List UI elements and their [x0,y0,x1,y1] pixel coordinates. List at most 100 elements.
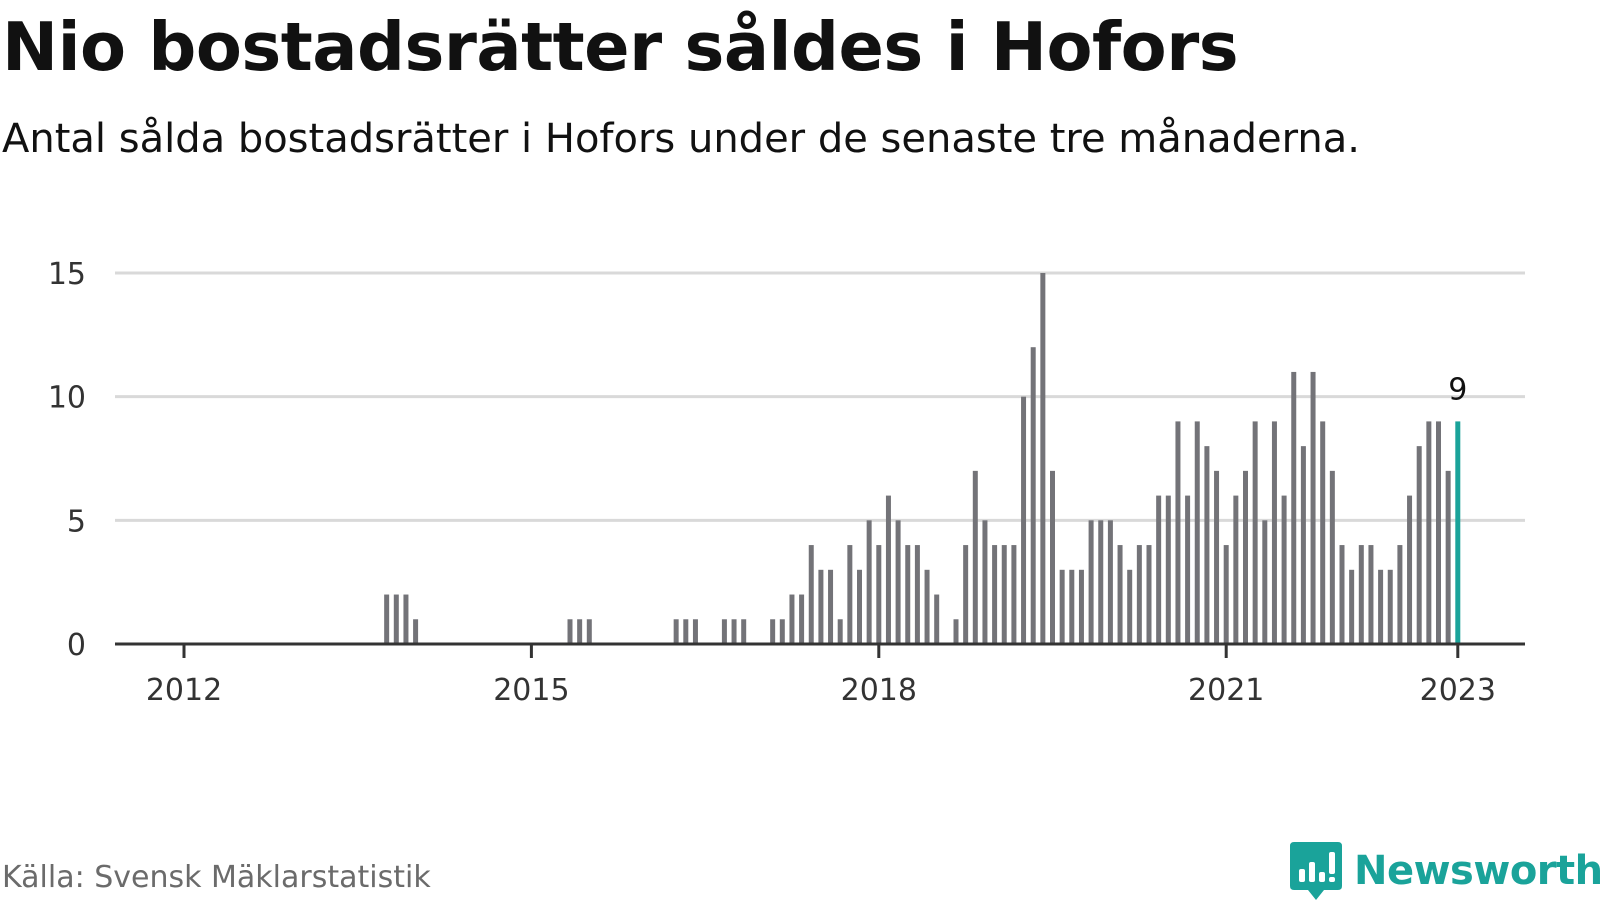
bar [770,619,776,644]
bar [992,545,998,644]
bar [1030,347,1036,644]
bar [741,619,747,644]
bar [924,569,930,644]
bar [1078,569,1084,644]
bar [1243,470,1248,644]
bar [914,545,920,644]
bar [721,619,727,644]
bar [799,594,805,644]
bar [1349,569,1355,644]
bar [1320,421,1326,644]
annotations: 9 [1448,372,1467,407]
bar [963,545,969,644]
bar [1127,569,1133,644]
bar [818,569,824,644]
bar [1378,569,1384,644]
bar [403,594,409,644]
highlight-value-label: 9 [1448,372,1467,407]
bar [567,619,573,644]
bar [1329,470,1335,644]
bar [779,619,785,644]
bar-chart-speech-bubble-icon [1290,842,1342,900]
bar [972,470,978,644]
bar [1001,545,1007,644]
bar [1281,495,1287,644]
bar [683,619,689,644]
bar [1156,495,1162,644]
bar [413,619,419,644]
bar [1339,545,1345,644]
bar [1271,421,1277,644]
bar [953,619,959,644]
bar [1146,545,1152,644]
bar [384,594,390,644]
bar [577,619,583,644]
bar [895,520,901,644]
y-axis-ticks: 0 5 10 15 [48,257,86,663]
y-tick-label: 15 [48,257,86,292]
bar [1011,545,1017,644]
chart-subtitle: Antal sålda bostadsrätter i Hofors under… [2,116,1360,162]
bar [1416,446,1422,644]
bar [837,619,843,644]
bar [1050,470,1055,644]
bar [1445,470,1451,644]
bar [1300,446,1306,644]
bar [1214,470,1220,644]
bar [1204,446,1210,644]
bar [1358,545,1364,644]
bar [586,619,592,644]
bar [934,594,940,644]
bar [1088,520,1094,644]
bar [866,520,872,644]
bar [1291,371,1297,644]
bar [1040,273,1046,644]
bar [876,545,882,644]
bar [847,545,853,644]
bar [1368,545,1374,644]
bar [1397,545,1403,644]
bar [1175,421,1181,644]
bar [1059,569,1065,644]
bar [1107,520,1113,644]
brand-logo: Newsworthy [1290,842,1600,900]
bar [1407,495,1413,644]
bar [692,619,698,644]
bar [1136,545,1142,644]
bar [857,569,862,644]
y-tick-label: 10 [48,381,86,416]
bar [982,520,988,644]
bar [1252,421,1258,644]
x-tick-label: 2023 [1420,673,1496,708]
bar [1387,569,1393,644]
x-tick-label: 2018 [841,673,917,708]
bar [1098,520,1104,644]
bar [1117,545,1123,644]
x-axis-ticks: 2012 2015 2018 2021 2023 [146,644,1496,708]
bar [1194,421,1200,644]
bar [828,569,834,644]
brand-name: Newsworthy [1354,848,1600,894]
x-tick-label: 2015 [493,673,569,708]
bar [1233,495,1239,644]
bar [808,545,814,644]
bar [905,545,911,644]
chart-title: Nio bostadsrätter såldes i Hofors [2,8,1239,86]
x-tick-label: 2012 [146,673,222,708]
bar [1165,495,1171,644]
bar [1426,421,1432,644]
y-tick-label: 0 [67,628,86,663]
bar [1069,569,1075,644]
bar [1223,545,1229,644]
y-tick-label: 5 [67,504,86,539]
bar [1310,371,1316,644]
bar [393,594,399,644]
bar [1262,520,1268,644]
y-gridlines [115,271,1525,522]
bar [1436,421,1441,644]
bars [384,273,1461,644]
x-tick-label: 2021 [1188,673,1264,708]
bar [1185,495,1191,644]
source-note: Källa: Svensk Mäklarstatistik [2,860,431,895]
